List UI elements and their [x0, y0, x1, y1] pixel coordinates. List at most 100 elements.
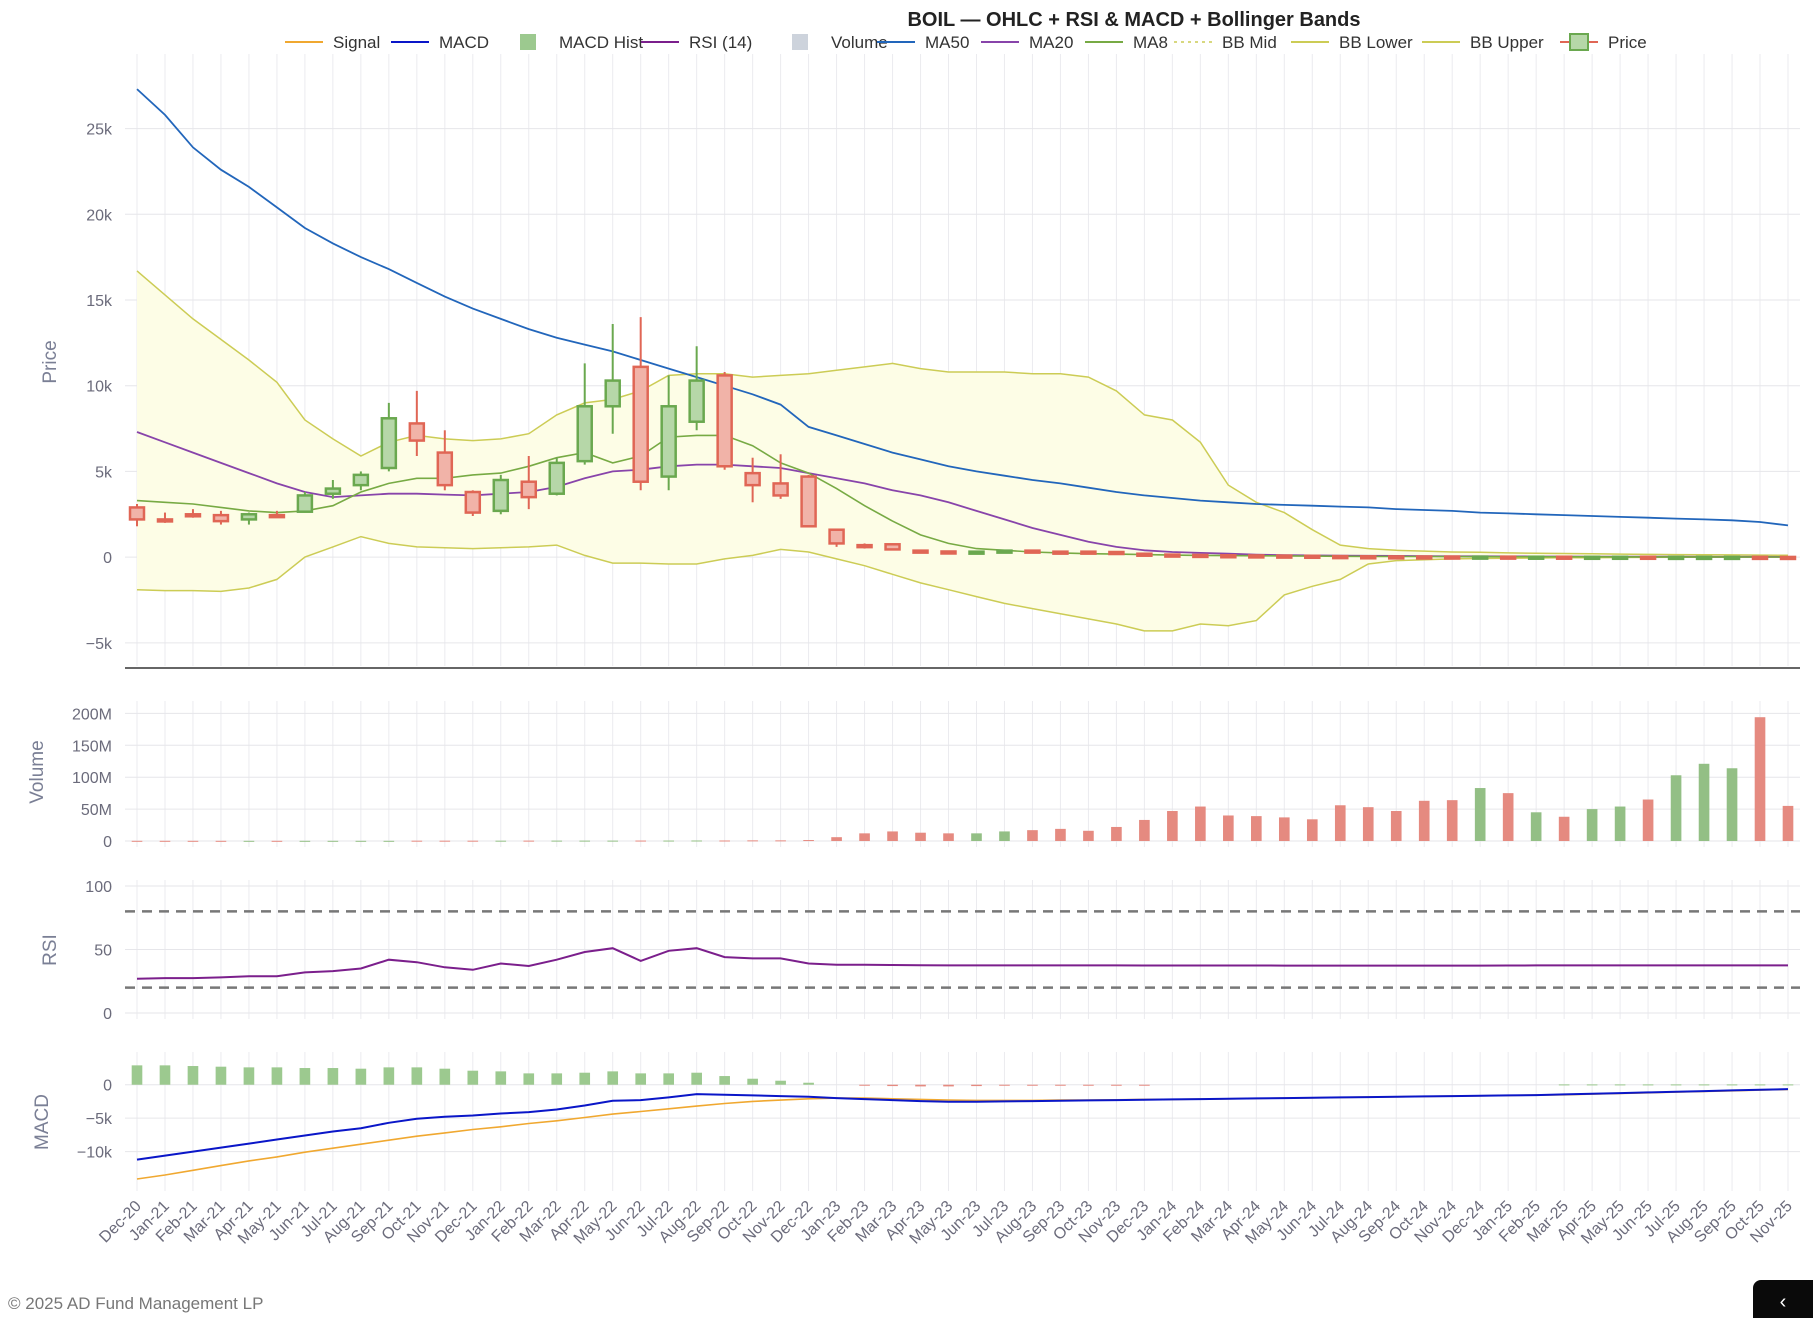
price-tick-label: 5k — [95, 464, 113, 481]
volume-bar — [1390, 811, 1402, 841]
volume-bar — [1586, 809, 1598, 841]
rsi-axis-title: RSI — [40, 934, 61, 966]
legend-item: MA20 — [981, 33, 1073, 52]
macd-hist-bar — [355, 1068, 367, 1085]
volume-bar — [271, 840, 283, 842]
macd-hist-bar — [1055, 1084, 1066, 1086]
macd-hist-bar — [579, 1072, 591, 1085]
volume-bar — [607, 840, 619, 842]
legend-item: Signal — [285, 33, 380, 52]
macd-hist-bar — [971, 1084, 982, 1087]
copyright-footer: © 2025 AD Fund Management LP — [8, 1294, 264, 1313]
legend-label: BB Lower — [1339, 33, 1413, 52]
macd-hist-bar — [887, 1084, 898, 1087]
candle-body — [912, 549, 929, 554]
macd-hist-bar — [859, 1084, 870, 1086]
volume-bar — [1782, 805, 1794, 841]
candle-body — [1360, 555, 1377, 560]
candle-body — [1555, 555, 1573, 560]
candle-body — [660, 405, 677, 478]
legend-label: Signal — [333, 33, 380, 52]
candle-body — [1779, 555, 1797, 561]
collapse-button[interactable]: ‹ — [1753, 1280, 1813, 1318]
macd-hist-bar — [1111, 1084, 1122, 1086]
volume-bar — [215, 840, 227, 842]
macd-hist-bar — [1139, 1084, 1150, 1086]
volume-bar — [243, 840, 255, 842]
candle-body — [520, 480, 538, 499]
volume-bar — [943, 833, 954, 841]
legend-item: Price — [1560, 33, 1647, 52]
macd-hist-bar — [1782, 1084, 1794, 1086]
legend-item: MA50 — [877, 33, 969, 52]
volume-panel: 0 50M 100M 150M 200M — [72, 701, 1800, 851]
volume-bar — [1558, 816, 1570, 841]
macd-hist-bar — [1642, 1084, 1654, 1086]
legend-label: Price — [1608, 33, 1647, 52]
candle-body — [1527, 555, 1545, 560]
volume-bar — [523, 840, 535, 842]
volume-bar — [495, 840, 507, 842]
macd-line — [136, 1088, 1789, 1161]
volume-bar — [999, 831, 1010, 841]
macd-hist-bar — [943, 1084, 954, 1087]
candle-body — [1471, 555, 1489, 560]
candle-body — [1248, 554, 1265, 559]
candle-body — [1499, 555, 1517, 560]
volume-bar — [1195, 806, 1206, 841]
macd-hist-bar — [1726, 1084, 1738, 1086]
macd-hist-bar — [1083, 1084, 1094, 1086]
volume-bar — [1251, 816, 1262, 841]
volume-bar — [1139, 819, 1150, 841]
candle-body — [268, 513, 286, 519]
bollinger-band-area — [137, 270, 1788, 631]
legend-swatch — [792, 34, 808, 50]
macd-hist-bar — [131, 1065, 143, 1085]
legend-item: BB Mid — [1174, 33, 1277, 52]
candle-body — [380, 417, 398, 470]
price-panel: −5k 0 5k 10k 15k 20k 25k — [86, 54, 1800, 669]
rsi-tick-label: 0 — [103, 1006, 112, 1023]
legend-label: MACD Hist — [559, 33, 643, 52]
legend-label: BB Mid — [1222, 33, 1277, 52]
volume-bar — [467, 840, 479, 842]
rsi-tick-label: 100 — [85, 879, 112, 896]
volume-bar — [1754, 717, 1766, 841]
volume-bar — [1530, 812, 1542, 841]
volume-bar — [1614, 806, 1626, 841]
volume-tick-label: 200M — [72, 706, 112, 723]
volume-bar — [1306, 819, 1318, 841]
macd-axis-title: MACD — [32, 1094, 53, 1150]
legend-label: MACD — [439, 33, 489, 52]
macd-hist-bar — [1558, 1084, 1570, 1086]
candle-body — [1443, 555, 1461, 560]
candle-body — [1751, 555, 1769, 561]
volume-bar — [411, 840, 423, 842]
candle-body — [296, 494, 314, 513]
macd-hist-bar — [215, 1066, 227, 1085]
x-axis: Dec-20Jan-21Feb-21Mar-21Apr-21May-21Jun-… — [96, 1198, 1796, 1248]
volume-bar — [663, 840, 674, 842]
macd-hist-bar — [1754, 1084, 1766, 1086]
macd-tick-label: −5k — [86, 1111, 113, 1128]
macd-hist-bar — [1614, 1084, 1626, 1086]
legend-item: MA8 — [1085, 33, 1168, 52]
volume-bar — [915, 832, 926, 841]
legend: Signal MACD MACD Hist RSI (14) Volume MA50 MA2… — [285, 33, 1647, 52]
candle-body — [1583, 555, 1601, 561]
candle-body — [324, 487, 342, 495]
macd-hist-bar — [551, 1073, 563, 1085]
volume-bar — [1474, 788, 1486, 841]
legend-swatch — [1569, 33, 1589, 51]
volume-bar — [1362, 807, 1374, 841]
candle-body — [856, 543, 873, 549]
macd-hist-bar — [495, 1071, 507, 1085]
macd-hist-bar — [439, 1068, 451, 1085]
candle-body — [884, 543, 901, 551]
chart-title: BOIL — OHLC + RSI & MACD + Bollinger Ban… — [907, 9, 1360, 31]
candle-body — [352, 473, 370, 487]
macd-tick-label: −10k — [77, 1145, 113, 1162]
candle-body — [800, 475, 817, 528]
legend-label: Volume — [831, 33, 888, 52]
macd-hist-bar — [663, 1073, 674, 1085]
